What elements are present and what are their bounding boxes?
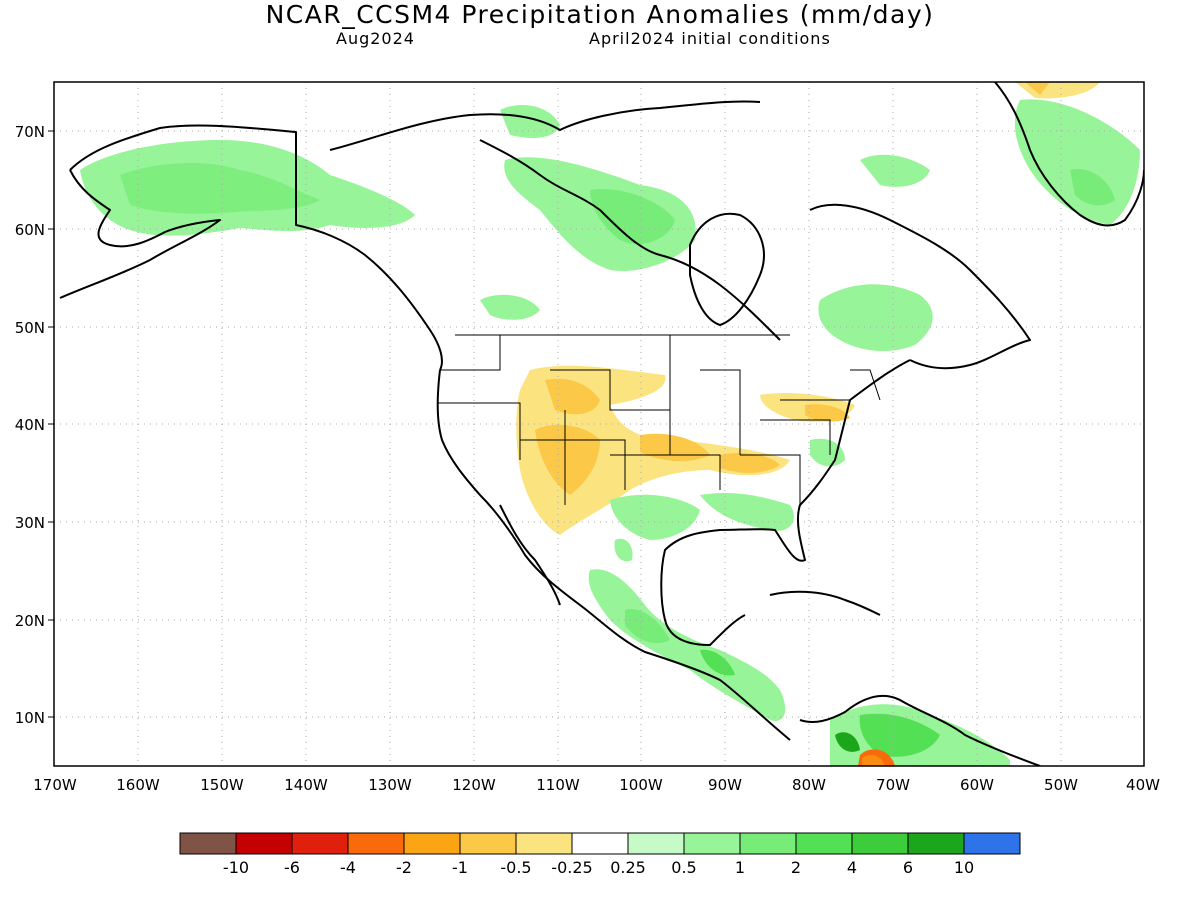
colorbar-tick-label: -2 (396, 858, 412, 877)
lon-label-110w: 110W (536, 776, 580, 794)
lon-label-170w: 170W (33, 776, 77, 794)
colorbar-swatch (627, 832, 685, 855)
colorbar-tick-label: -0.5 (500, 858, 531, 877)
colorbar-swatch (515, 832, 573, 855)
wet-area-southeast-us (610, 494, 700, 540)
lat-label-70n: 70N (15, 123, 45, 141)
lat-label-60n: 60N (15, 221, 45, 239)
colorbar-swatch (459, 832, 517, 855)
lon-label-140w: 140W (284, 776, 328, 794)
colorbar-swatch (739, 832, 797, 855)
valid-month-label: Aug2024 (336, 29, 415, 48)
longitude-axis: 170W 160W 150W 140W 130W 120W 110W 100W … (33, 776, 1160, 794)
colorbar-swatch (291, 832, 349, 855)
lat-label-10n: 10N (15, 709, 45, 727)
colorbar-tick-label: 4 (847, 858, 857, 877)
lon-label-80w: 80W (792, 776, 826, 794)
initial-conditions-label: April2024 initial conditions (589, 29, 831, 48)
wet-area-quebec (818, 284, 933, 352)
lat-label-20n: 20N (15, 612, 45, 630)
colorbar-tick-label: -4 (340, 858, 356, 877)
colorbar-swatch (403, 832, 461, 855)
state-borders (437, 334, 881, 505)
wet-area-canada-arctic (500, 105, 560, 138)
colorbar-tick-label: -0.25 (551, 858, 592, 877)
colorbar-swatch (347, 832, 405, 855)
colorbar-tick-label: -10 (223, 858, 249, 877)
latitude-axis: 70N 60N 50N 40N 30N 20N 10N (15, 123, 54, 727)
colorbar-tick-label: -6 (284, 858, 300, 877)
colorbar-tick-label: 6 (903, 858, 913, 877)
colorbar-swatch (795, 832, 853, 855)
colorbar-tick-label: 10 (954, 858, 974, 877)
lon-label-120w: 120W (452, 776, 496, 794)
colorbar-tick-label: 0.25 (610, 858, 646, 877)
lat-label-40n: 40N (15, 416, 45, 434)
lon-label-130w: 130W (368, 776, 412, 794)
colorbar-tick-label: -1 (452, 858, 468, 877)
lat-label-50n: 50N (15, 319, 45, 337)
lon-label-160w: 160W (116, 776, 160, 794)
lon-label-50w: 50W (1044, 776, 1078, 794)
colorbar-swatch (963, 832, 1021, 855)
lon-label-90w: 90W (708, 776, 742, 794)
colorbar: -10 -6 -4 -2 -1 -0.5 -0.25 0.25 0.5 1 2 4 6 10 (179, 832, 1021, 877)
colorbar-tick-label: 0.5 (671, 858, 696, 877)
lon-label-70w: 70W (876, 776, 910, 794)
wet-area-mexico (588, 569, 786, 721)
colorbar-swatch (683, 832, 741, 855)
wet-area-greenland (1014, 99, 1140, 225)
coastlines (59, 82, 1144, 766)
colorbar-swatch (907, 832, 965, 855)
graticule (54, 82, 1144, 766)
colorbar-swatch (571, 832, 629, 855)
map-title: NCAR_CCSM4 Precipitation Anomalies (mm/d… (265, 0, 935, 29)
colorbar-tick-label: 1 (735, 858, 745, 877)
colorbar-tick-label: 2 (791, 858, 801, 877)
colorbar-swatch (235, 832, 293, 855)
lon-label-150w: 150W (200, 776, 244, 794)
lon-label-100w: 100W (619, 776, 663, 794)
colorbar-swatch (179, 832, 237, 855)
lat-label-30n: 30N (15, 514, 45, 532)
colorbar-swatch (851, 832, 909, 855)
lon-label-40w: 40W (1126, 776, 1160, 794)
lon-label-60w: 60W (960, 776, 994, 794)
anomaly-shading (80, 82, 1140, 766)
